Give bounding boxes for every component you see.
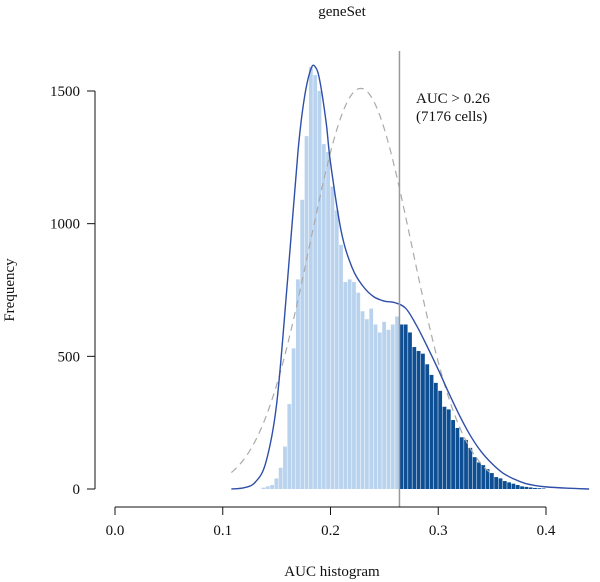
histogram-bar [278, 467, 283, 489]
histogram-bar [459, 437, 464, 489]
histogram-bar [386, 329, 391, 489]
histogram-bar [425, 364, 430, 489]
histogram-bar [494, 477, 499, 489]
histogram-bar [356, 292, 361, 489]
y-axis-label: Frequency [2, 258, 18, 322]
x-tick-label: 0.3 [429, 523, 448, 539]
histogram-bar [369, 308, 374, 489]
histogram-bar [326, 152, 330, 489]
histogram-bar [489, 473, 494, 489]
x-axis: 0.0 0.1 0.2 0.3 0.4 [106, 506, 556, 539]
histogram-bar [377, 332, 382, 489]
y-tick-label: 1500 [50, 84, 80, 100]
histogram-bar [382, 321, 387, 489]
histogram-bar [287, 404, 292, 489]
histogram-bar [347, 279, 352, 489]
histogram-bar [343, 282, 348, 489]
density-curve [231, 64, 590, 490]
histogram-bar [265, 486, 270, 489]
histogram-bar [317, 91, 322, 489]
histogram-bar [373, 324, 378, 489]
histogram-bar [485, 469, 490, 489]
histogram-bar [408, 332, 412, 489]
histogram-bar [334, 210, 339, 489]
y-axis: 0 500 1000 1500 [50, 84, 96, 498]
histogram-bar [498, 478, 503, 489]
threshold-annotation-line1: AUC > 0.26 [416, 91, 490, 107]
histogram-bar [421, 353, 425, 489]
histogram-bar [339, 244, 343, 489]
histogram-bar [477, 462, 481, 489]
histogram-bar [304, 136, 309, 490]
y-tick-label: 0 [73, 482, 81, 498]
histogram-bar [416, 351, 421, 489]
histogram-bar [321, 144, 326, 489]
histogram-bar [300, 199, 305, 490]
x-axis-label: AUC histogram [284, 564, 380, 580]
chart-title: geneSet [318, 4, 366, 20]
histogram-bar [468, 447, 473, 489]
histogram-bar [502, 481, 507, 489]
histogram-bar [537, 488, 542, 489]
histogram-bar [390, 324, 395, 489]
y-ticks: 0 500 1000 1500 [50, 84, 95, 498]
histogram-bar [403, 324, 408, 489]
histogram-bar [399, 324, 404, 489]
histogram-bar [364, 319, 369, 489]
histogram-bar [528, 487, 533, 489]
histogram-bar [455, 427, 460, 489]
histogram-bar [261, 487, 266, 489]
histogram-bar [511, 483, 516, 489]
histogram-bar [533, 487, 537, 489]
histogram-bar [541, 488, 546, 489]
normal-fit-curve [230, 87, 491, 473]
histogram-bar [360, 311, 365, 489]
x-tick-label: 0.4 [537, 523, 556, 539]
histogram-bar [308, 67, 313, 490]
histogram-bar [274, 478, 279, 489]
histogram-bar [412, 347, 417, 489]
histogram-bar [451, 420, 455, 489]
histogram-bar [524, 486, 529, 489]
histogram-bar [464, 439, 468, 489]
histogram-bar [395, 316, 399, 489]
histogram-bars [261, 67, 546, 490]
histogram-bar [438, 390, 443, 489]
histogram-bar [283, 446, 287, 489]
x-tick-label: 0.0 [106, 523, 125, 539]
x-tick-label: 0.2 [321, 523, 340, 539]
histogram-bar [296, 279, 300, 489]
histogram-bar [507, 482, 512, 489]
threshold-annotation-line2: (7176 cells) [416, 109, 487, 125]
histogram-bar [330, 186, 335, 489]
histogram-bar [313, 75, 318, 489]
histogram-bar [442, 406, 447, 489]
histogram-bar [429, 374, 434, 489]
histogram-bar [472, 457, 477, 489]
histogram-bar [270, 485, 274, 489]
histogram-bar [352, 282, 356, 489]
histogram-bar [481, 465, 486, 489]
histogram-bar [291, 348, 296, 489]
y-tick-label: 500 [58, 349, 81, 365]
histogram-bar [520, 486, 524, 489]
x-ticks: 0.0 0.1 0.2 0.3 0.4 [106, 507, 556, 539]
histogram-bar [515, 485, 520, 489]
x-tick-label: 0.1 [213, 523, 232, 539]
histogram-bar [433, 382, 438, 489]
y-tick-label: 1000 [50, 217, 80, 233]
histogram-bar [446, 409, 451, 489]
